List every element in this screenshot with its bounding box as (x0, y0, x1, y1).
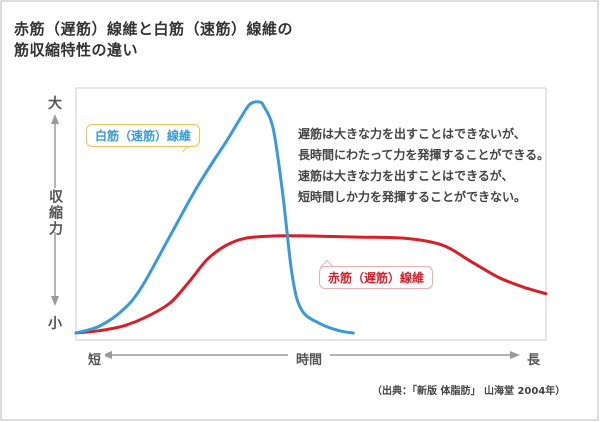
series-layer (74, 100, 548, 335)
description-line-2: 長時間にわたって力を発揮することができる。 (298, 148, 550, 162)
white-fiber-curve (74, 100, 355, 335)
y-tick-top: 大 (48, 96, 62, 112)
y-arrow-up (51, 114, 59, 124)
x-tick-end: 長 (523, 349, 545, 368)
x-tick-start: 短 (84, 349, 106, 368)
y-tick-bottom: 小 (48, 316, 62, 332)
x-axis-label: 時間 (292, 349, 327, 368)
red-fiber-label: 赤筋（遅筋）線維 (319, 266, 434, 289)
description-line-3: 速筋は大きな力を出すことはできるが、 (298, 169, 514, 183)
description-text: 遅筋は大きな力を出すことはできないが、 長時間にわたって力を発揮することができる… (298, 124, 549, 208)
source-citation: （出典：「新版 体脂肪」 山海堂 2004年） (372, 386, 566, 397)
x-arrow-right (510, 351, 520, 359)
chart-title-line-2: 筋収縮特性の違い (14, 41, 139, 59)
white-fiber-label: 白筋（速筋）線維 (86, 124, 201, 147)
y-axis-arrow (51, 114, 59, 306)
y-arrow-down (51, 296, 59, 306)
x-axis-arrow (102, 351, 520, 359)
description-line-4: 短時間しか力を発揮することができない。 (298, 190, 527, 204)
x-arrow-left (102, 351, 112, 359)
description-line-1: 遅筋は大きな力を出すことはできないが、 (298, 127, 526, 141)
red-fiber-curve (74, 234, 548, 335)
chart-title-line-1: 赤筋（遅筋）線維と白筋（速筋）線維の (14, 20, 294, 38)
y-axis-label: 収縮力 (47, 189, 63, 237)
